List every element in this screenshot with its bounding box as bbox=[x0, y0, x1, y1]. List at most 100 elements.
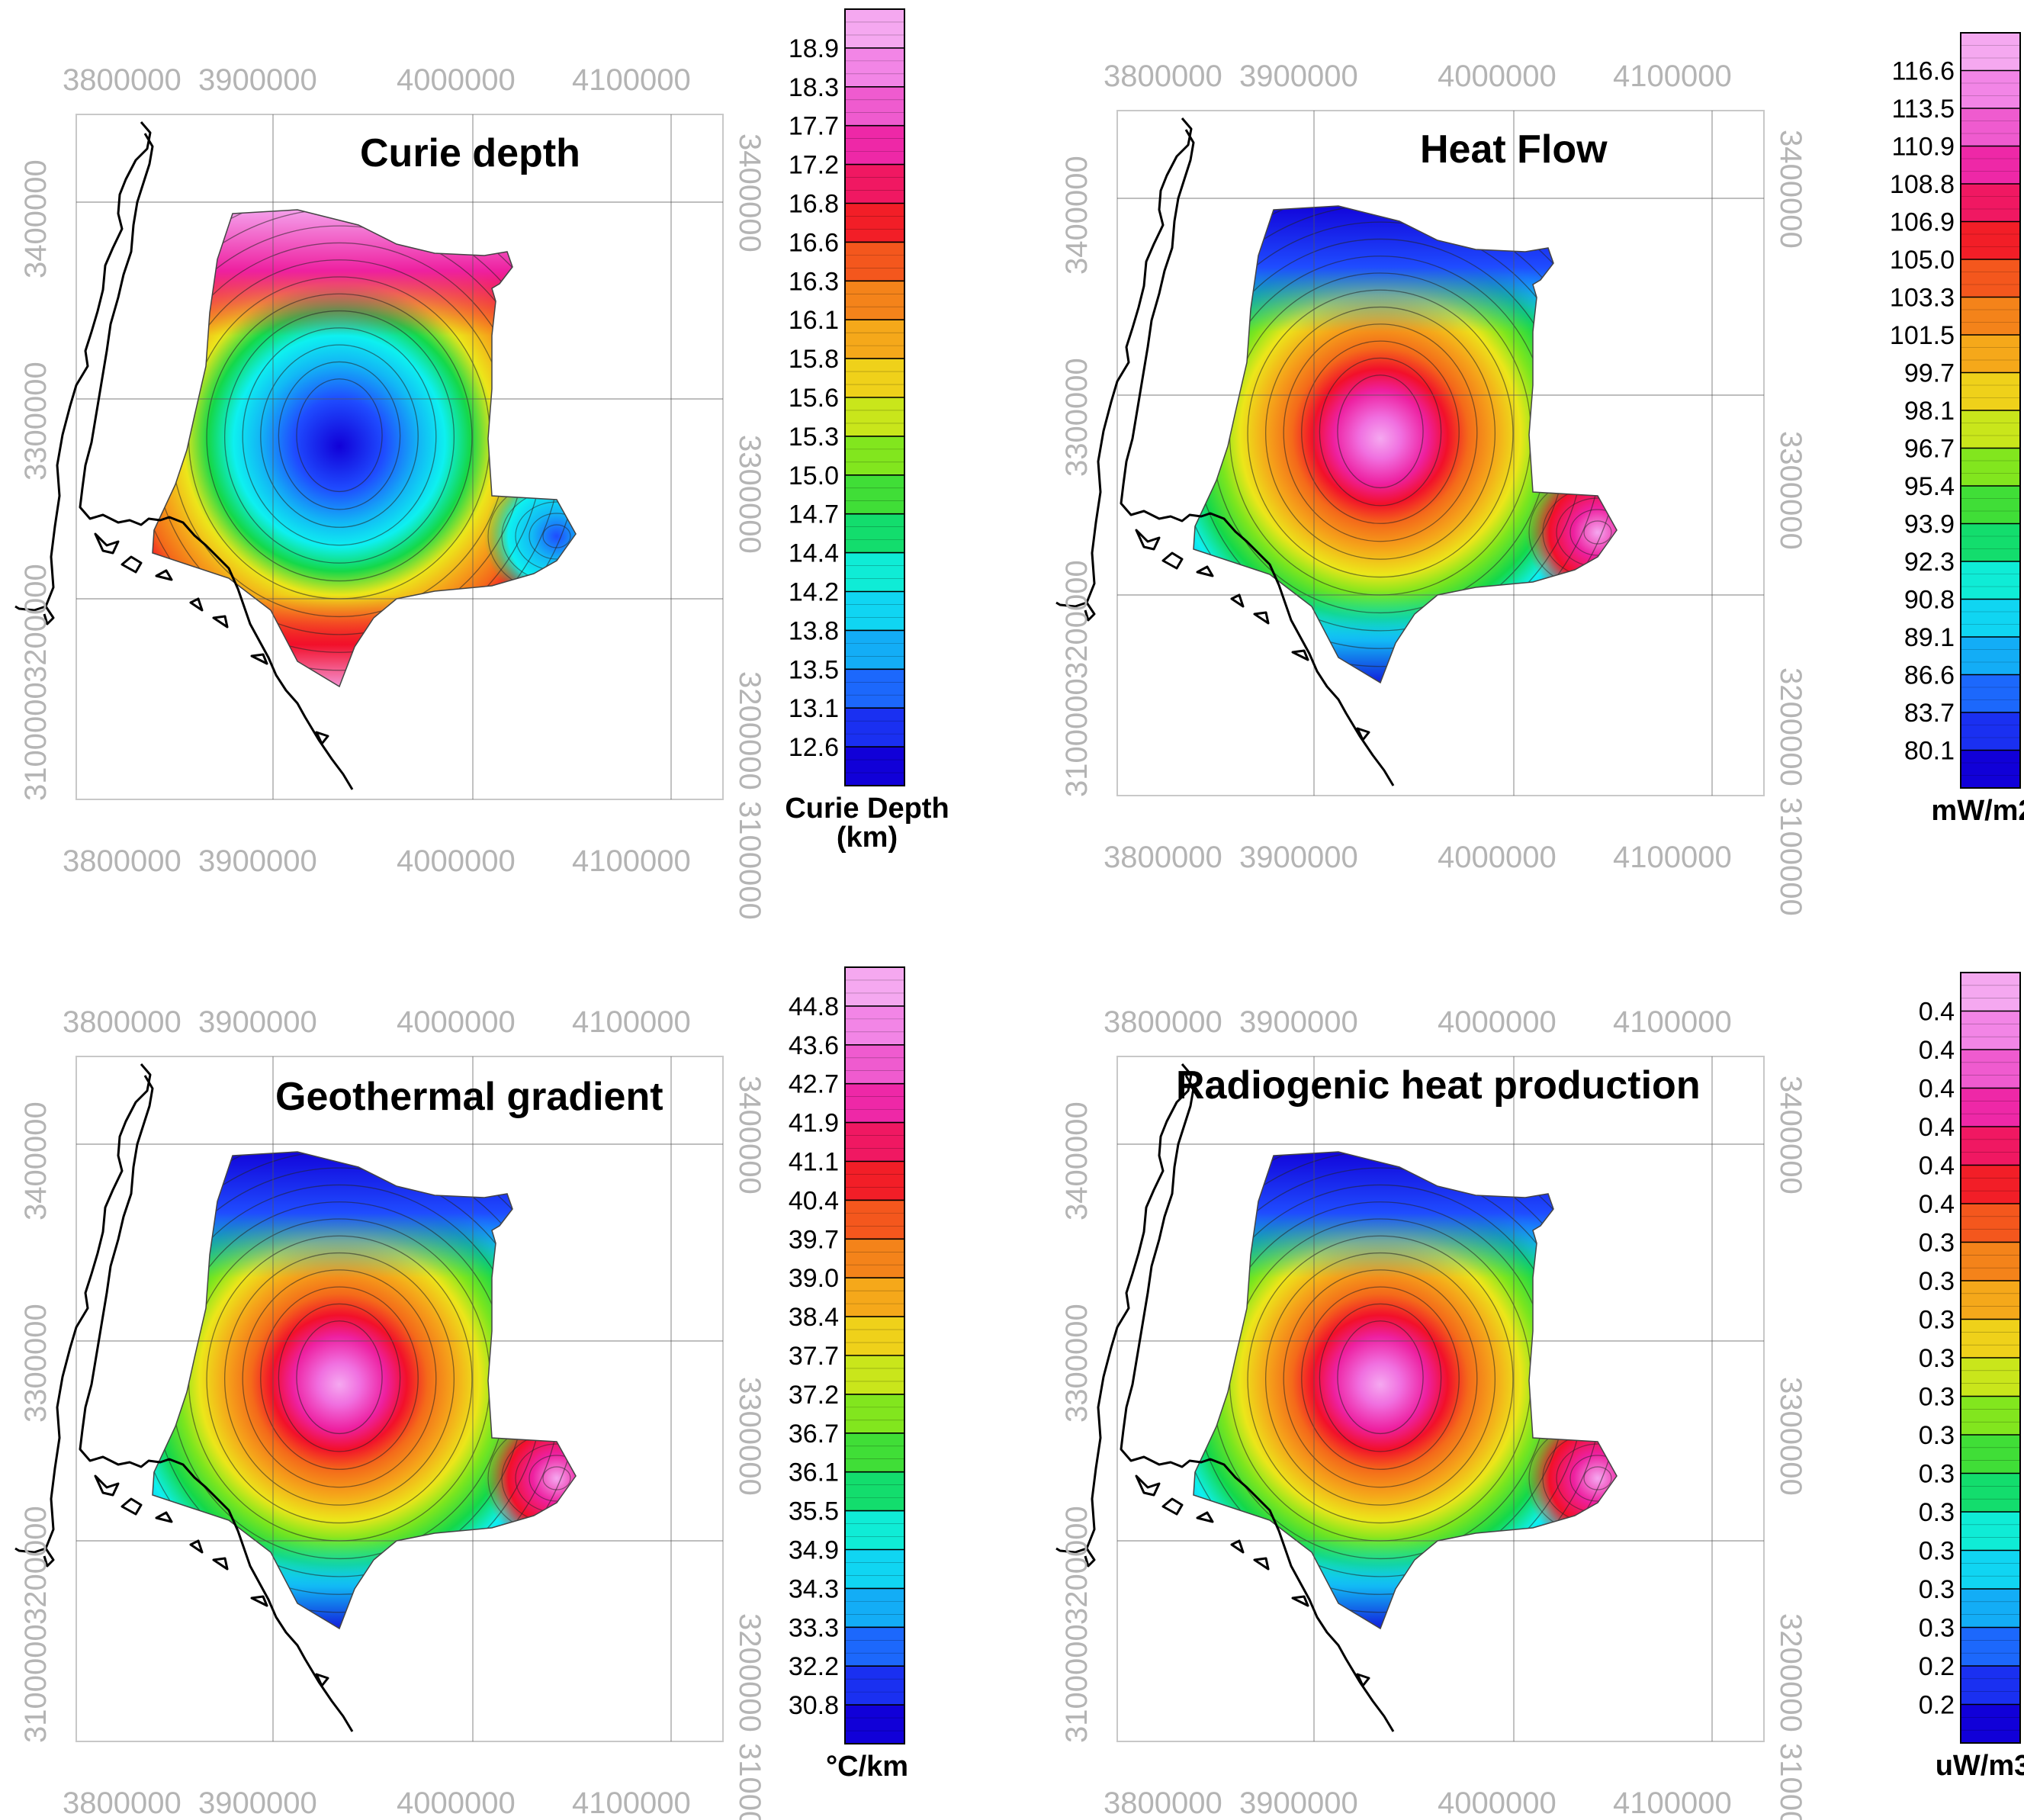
x-tick-label: 3800000 bbox=[1104, 1786, 1222, 1820]
colorbar-label: 13.1 bbox=[789, 694, 839, 723]
panel-title: Heat Flow bbox=[1420, 127, 1608, 172]
colorbar-label: 113.5 bbox=[1891, 95, 1955, 124]
colorbar-label: 17.7 bbox=[789, 112, 839, 141]
colorbar-band bbox=[1961, 1204, 2020, 1243]
x-tick-label: 3800000 bbox=[63, 844, 182, 878]
y-tick-label-left: 3400000 bbox=[1060, 1101, 1094, 1220]
x-tick-label: 4100000 bbox=[572, 844, 691, 878]
x-tick-label: 4000000 bbox=[1438, 841, 1557, 874]
x-tick-label: 4100000 bbox=[1613, 1005, 1732, 1039]
colorbar-unit: mW/m2 bbox=[1931, 795, 2024, 827]
colorbar-label: 0.3 bbox=[1919, 1229, 1955, 1258]
colorbar-label: 0.3 bbox=[1919, 1421, 1955, 1450]
colorbar-band bbox=[1961, 1550, 2020, 1590]
colorbar: 116.6 113.5 110.9 108.8 106.9 105.0 103.3 101.5… bbox=[1890, 32, 2024, 827]
x-tick-label: 4000000 bbox=[397, 1786, 516, 1820]
y-tick-label-left: 3300000 bbox=[19, 362, 53, 481]
colorbar-band bbox=[845, 1471, 904, 1512]
y-tick-label-right: 3300000 bbox=[733, 435, 766, 554]
y-tick-label-left: 3400000 bbox=[19, 1101, 53, 1220]
colorbar-band bbox=[845, 1278, 904, 1317]
colorbar-band bbox=[845, 86, 904, 127]
colorbar-label: 17.2 bbox=[789, 151, 839, 180]
colorbar-label: 34.3 bbox=[789, 1574, 839, 1603]
y-tick-label-left: 3200000 bbox=[19, 564, 53, 683]
colorbar-band bbox=[1961, 372, 2020, 411]
y-tick-label-right: 3300000 bbox=[1774, 431, 1807, 550]
colorbar-label: 15.3 bbox=[789, 423, 839, 452]
colorbar-band bbox=[845, 1433, 904, 1473]
colorbar-label: 0.2 bbox=[1919, 1652, 1955, 1681]
colorbar-label: 93.9 bbox=[1904, 510, 1955, 539]
y-tick-label-left: 3300000 bbox=[1060, 358, 1094, 477]
colorbar-label: 0.3 bbox=[1919, 1383, 1955, 1412]
panel-title: Radiogenic heat production bbox=[1176, 1063, 1701, 1108]
map-area: 3800000 3900000 4000000 4100000 3800000 39000… bbox=[14, 1005, 766, 1820]
x-tick-label: 3900000 bbox=[1239, 59, 1358, 93]
colorbar-band bbox=[1961, 1281, 2020, 1320]
colorbar-label: 14.4 bbox=[789, 539, 839, 568]
colorbar-label: 86.6 bbox=[1904, 661, 1955, 690]
colorbar-label: 36.7 bbox=[789, 1420, 839, 1449]
y-tick-label-right: 3100000 bbox=[1774, 797, 1807, 916]
colorbar-label: 89.1 bbox=[1904, 623, 1955, 652]
y-tick-label-left: 3100000 bbox=[19, 1624, 53, 1743]
map-frame bbox=[1116, 1056, 1765, 1742]
colorbar-label: 13.5 bbox=[789, 655, 839, 684]
y-tick-label-right: 3300000 bbox=[733, 1377, 766, 1496]
x-tick-label: 3900000 bbox=[1239, 1786, 1358, 1820]
colorbar-band bbox=[1961, 486, 2020, 525]
colorbar-label: 98.1 bbox=[1904, 397, 1955, 426]
colorbar-band bbox=[1961, 750, 2020, 789]
y-tick-label-left: 3200000 bbox=[19, 1506, 53, 1625]
panel-heat-flow: 3800000 3900000 4000000 4100000 3800000 39000… bbox=[1055, 32, 2024, 916]
x-tick-label: 4100000 bbox=[1613, 841, 1732, 874]
colorbar-label: 14.2 bbox=[789, 578, 839, 607]
colorbar-band bbox=[845, 591, 904, 631]
coastline bbox=[1055, 1063, 1395, 1732]
colorbar-label: 35.5 bbox=[789, 1497, 839, 1526]
colorbar-band bbox=[845, 320, 904, 359]
colorbar-band bbox=[845, 1200, 904, 1240]
colorbar-band bbox=[1961, 1473, 2020, 1513]
x-tick-label: 4100000 bbox=[572, 1005, 691, 1039]
x-tick-label: 3900000 bbox=[198, 1005, 317, 1039]
colorbar-label: 0.4 bbox=[1919, 1075, 1955, 1104]
colorbar-label: 0.3 bbox=[1919, 1460, 1955, 1489]
colorbar-label: 30.8 bbox=[789, 1691, 839, 1720]
colorbar-band bbox=[845, 708, 904, 748]
colorbar-band bbox=[845, 1317, 904, 1356]
colorbar-band bbox=[845, 203, 904, 243]
colorbar-band bbox=[1961, 1589, 2020, 1629]
y-tick-label-left: 3300000 bbox=[19, 1304, 53, 1423]
colorbar-band bbox=[845, 1161, 904, 1201]
colorbar-band bbox=[1961, 1088, 2020, 1127]
panel-title: Geothermal gradient bbox=[275, 1075, 663, 1119]
colorbar-band bbox=[845, 474, 904, 515]
y-tick-label-left: 3400000 bbox=[19, 159, 53, 278]
y-tick-label-left: 3200000 bbox=[1060, 560, 1094, 679]
y-tick-label-right: 3100000 bbox=[1774, 1743, 1807, 1820]
y-tick-label-left: 3100000 bbox=[19, 682, 53, 801]
contour-field bbox=[153, 210, 576, 687]
x-tick-label: 3900000 bbox=[1239, 841, 1358, 874]
colorbar-label: 103.3 bbox=[1890, 284, 1955, 313]
colorbar-unit: uW/m3 bbox=[1936, 1750, 2024, 1782]
colorbar: 18.9 18.3 17.7 17.2 16.8 16.6 16.3 16.1 15.8 15.6… bbox=[785, 8, 949, 854]
colorbar-band bbox=[845, 1122, 904, 1162]
colorbar-band bbox=[845, 1083, 904, 1124]
colorbar-label: 13.8 bbox=[789, 616, 839, 645]
colorbar-band bbox=[1961, 1704, 2020, 1744]
y-tick-label-right: 3200000 bbox=[733, 671, 766, 790]
y-tick-label-left: 3200000 bbox=[1060, 1506, 1094, 1625]
x-tick-label: 4000000 bbox=[1438, 1786, 1557, 1820]
colorbar-band bbox=[845, 1666, 904, 1706]
y-tick-label-left: 3100000 bbox=[1060, 1624, 1094, 1743]
colorbar-band bbox=[1961, 1165, 2020, 1204]
colorbar-band bbox=[845, 9, 904, 49]
colorbar-band bbox=[1961, 184, 2020, 223]
colorbar-band bbox=[1961, 1319, 2020, 1359]
map-frame bbox=[75, 114, 724, 800]
study-area-outline bbox=[1193, 205, 1618, 684]
